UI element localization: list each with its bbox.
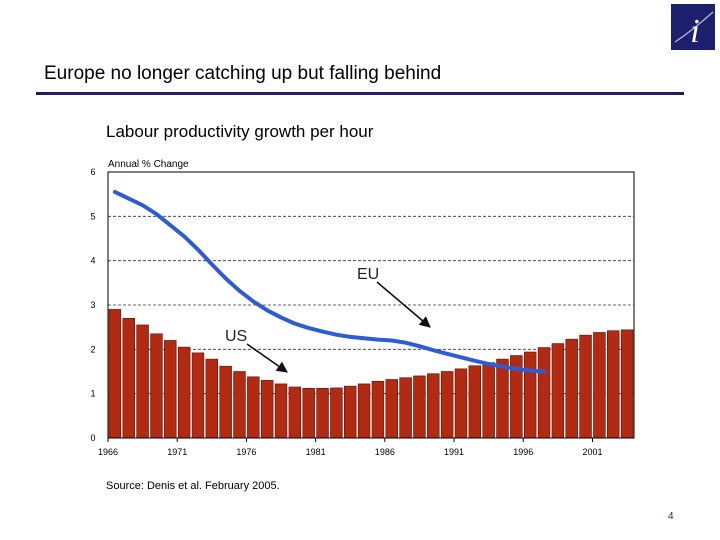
us-bar-1998 — [551, 343, 565, 439]
chart-title: Labour productivity growth per hour — [106, 122, 374, 141]
us-bar-1994 — [496, 358, 509, 439]
x-tick-label-1996: 1996 — [513, 447, 533, 457]
y-tick-label-0: 0 — [90, 433, 95, 443]
y-tick-label-1: 1 — [90, 389, 95, 399]
us-bar-2002 — [607, 330, 620, 439]
us-bar-1996 — [523, 351, 537, 439]
us-bar-1968 — [136, 324, 149, 439]
x-tick-label-2001: 2001 — [582, 447, 602, 457]
x-tick-label-1991: 1991 — [444, 447, 464, 457]
y-tick-label-3: 3 — [90, 300, 95, 310]
us-bar-1969 — [150, 333, 163, 439]
us-bar-1976 — [247, 376, 260, 439]
y-axis-label: Annual % Change — [108, 159, 189, 170]
us-bar-1982 — [330, 387, 343, 439]
productivity-chart: Annual % Change 0 1 2 3 4 5 6 1966 1971 1976 1981 1… — [90, 159, 635, 457]
us-bar-1972 — [191, 352, 205, 439]
y-tick-label-5: 5 — [90, 211, 95, 221]
institution-logo-icon: i — [671, 4, 715, 50]
us-bar-1987 — [399, 377, 412, 439]
us-bar-1986 — [385, 379, 398, 439]
us-bar-1999 — [565, 338, 578, 439]
x-tick-label-1976: 1976 — [236, 447, 256, 457]
x-tick-label-1986: 1986 — [375, 447, 395, 457]
us-bar-1970 — [164, 340, 177, 439]
us-annotation-arrow — [246, 343, 288, 373]
eu-annotation-arrow — [376, 281, 431, 328]
us-bar-1984 — [357, 383, 371, 439]
y-tick-label-6: 6 — [90, 167, 95, 177]
x-tick-label-1966: 1966 — [98, 447, 118, 457]
source-note: Source: Denis et al. February 2005. — [106, 480, 280, 492]
us-bar-2001 — [593, 332, 606, 439]
us-bar-1979 — [288, 386, 302, 439]
us-bar-1967 — [122, 318, 135, 439]
us-bar-1997 — [537, 347, 551, 439]
us-bar-1985 — [371, 380, 385, 439]
eu-series-line — [112, 189, 547, 374]
us-bar-1966 — [108, 309, 122, 439]
us-bar-1977 — [260, 380, 274, 439]
us-annotation-label: US — [225, 328, 247, 345]
us-bar-1990 — [440, 371, 454, 439]
y-tick-label-4: 4 — [90, 256, 95, 266]
page-number: 4 — [668, 511, 674, 522]
us-bar-1992 — [468, 365, 482, 439]
us-bar-1973 — [205, 358, 219, 439]
slide-title: Europe no longer catching up but falling… — [44, 63, 442, 84]
eu-annotation-label: EU — [357, 266, 379, 283]
title-divider — [36, 92, 684, 95]
us-bar-1975 — [233, 371, 246, 439]
us-bar-1981 — [316, 388, 329, 439]
us-bar-1988 — [413, 375, 426, 439]
x-tick-label-1971: 1971 — [167, 447, 187, 457]
logo-glyph: i — [690, 13, 699, 50]
us-bar-1980 — [302, 388, 315, 439]
us-bar-1974 — [219, 365, 232, 439]
us-bar-2000 — [579, 334, 592, 439]
us-bar-1989 — [427, 373, 440, 439]
us-bar-1991 — [454, 368, 468, 439]
us-bar-2003 — [620, 329, 634, 439]
us-bar-1983 — [344, 385, 357, 439]
y-tick-label-2: 2 — [90, 344, 95, 354]
us-bar-1993 — [482, 362, 495, 439]
x-tick-label-1981: 1981 — [306, 447, 326, 457]
us-bar-1971 — [177, 346, 191, 439]
us-bar-1978 — [274, 383, 288, 439]
plot-frame — [107, 171, 635, 439]
